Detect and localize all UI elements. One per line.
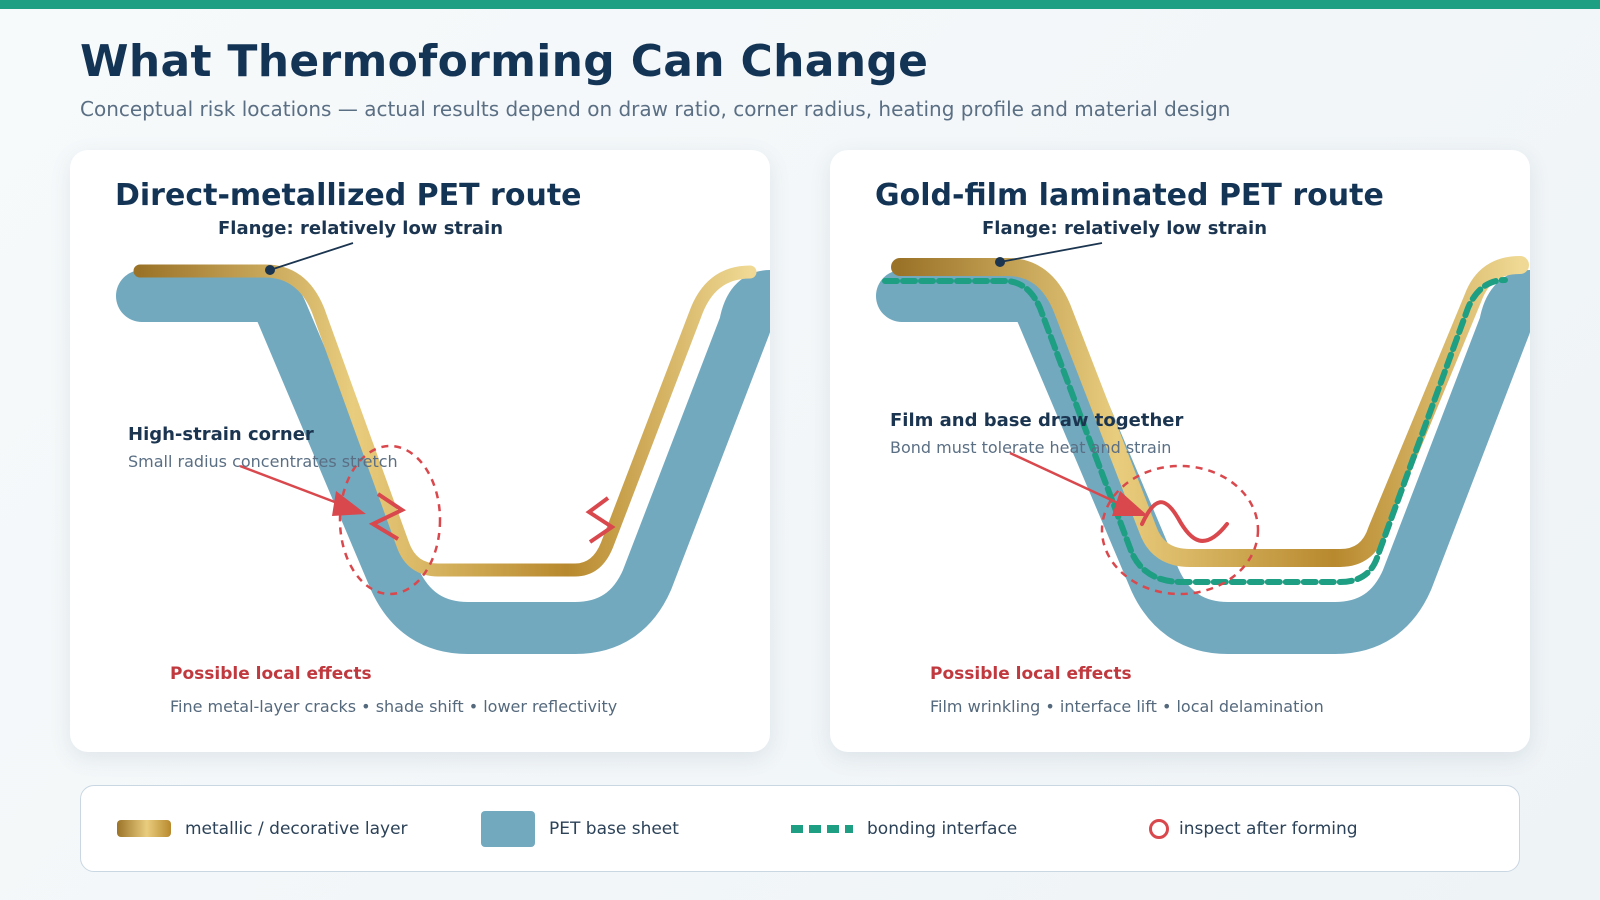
legend-item-pet: PET base sheet	[481, 786, 679, 871]
tray-diagram-direct	[116, 242, 770, 654]
flange-leader	[269, 242, 354, 271]
inspect-ring	[338, 444, 442, 596]
crack-mark-left	[368, 492, 407, 541]
pet-swatch-icon	[481, 810, 535, 847]
panel-direct-metallized: Direct-metallized PET route Flange: rela…	[70, 150, 770, 752]
effects-text: Fine metal-layer cracks • shade shift • …	[170, 697, 618, 716]
pet-base-sheet	[116, 270, 770, 654]
gold-film-layer	[891, 256, 1529, 567]
metal-swatch-icon	[117, 820, 171, 837]
callout-arrow-line	[239, 464, 341, 506]
callout-title: Film and base draw together	[890, 410, 1184, 431]
callout-text: Bond must tolerate heat and strain	[890, 438, 1172, 457]
legend-item-metal: metallic / decorative layer	[117, 786, 408, 871]
tray-diagram-laminated	[876, 242, 1530, 654]
callout-arrow-line	[1009, 451, 1121, 506]
panel-gold-film-laminated: Gold-film laminated PET route Flange: re…	[830, 150, 1530, 752]
flange-label: Flange: relatively low strain	[218, 218, 504, 239]
crack-mark-right	[585, 496, 616, 544]
callout-arrowhead	[1112, 491, 1148, 516]
page-subtitle: Conceptual risk locations — actual resul…	[80, 97, 1231, 121]
metal-layer	[133, 264, 757, 577]
panel-title: Direct-metallized PET route	[115, 178, 582, 213]
inspect-ring	[1100, 464, 1260, 596]
legend-label: bonding interface	[867, 818, 1018, 839]
effects-text: Film wrinkling • interface lift • local …	[930, 697, 1324, 716]
inspect-ring-icon	[1149, 818, 1169, 839]
flange-label: Flange: relatively low strain	[982, 218, 1268, 239]
legend: metallic / decorative layer PET base she…	[80, 785, 1520, 872]
panel-title: Gold-film laminated PET route	[875, 178, 1384, 213]
flange-dot	[995, 257, 1005, 267]
callout-arrowhead	[332, 491, 366, 516]
legend-label: inspect after forming	[1179, 818, 1358, 839]
legend-label: metallic / decorative layer	[185, 818, 408, 839]
callout-title: High-strain corner	[128, 424, 314, 445]
legend-item-bond: bonding interface	[791, 786, 1017, 871]
legend-label: PET base sheet	[549, 818, 679, 839]
top-accent-bar	[0, 0, 1600, 9]
pet-base-sheet	[876, 270, 1530, 654]
callout-text: Small radius concentrates stretch	[128, 452, 398, 471]
bonding-interface	[882, 277, 1508, 585]
effects-title: Possible local effects	[930, 664, 1132, 684]
flange-leader	[999, 242, 1103, 263]
legend-item-inspect: inspect after forming	[1149, 786, 1358, 871]
wrinkle-wave	[1140, 500, 1229, 543]
effects-title: Possible local effects	[170, 664, 372, 684]
flange-dot	[265, 265, 275, 275]
bond-dash-icon	[791, 824, 853, 833]
page-title: What Thermoforming Can Change	[80, 36, 929, 87]
